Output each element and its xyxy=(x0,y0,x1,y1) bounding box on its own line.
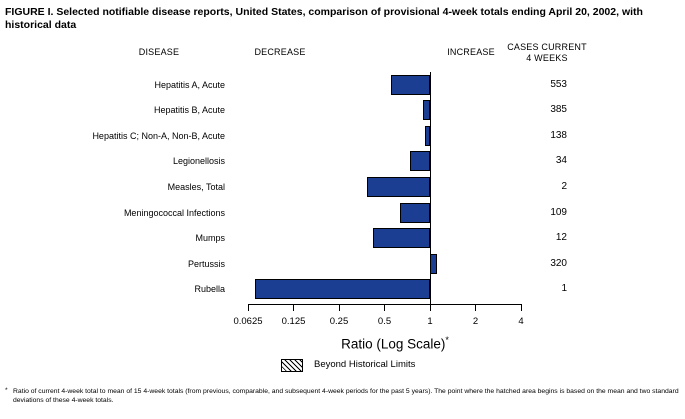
axis-tick xyxy=(293,304,294,311)
baseline-ratio-1-line xyxy=(429,72,431,304)
disease-label: Mumps xyxy=(195,233,225,244)
disease-label: Pertussis xyxy=(187,258,225,269)
disease-label: Hepatitis A, Acute xyxy=(154,79,225,90)
cases-value: 109 xyxy=(550,206,567,218)
axis-tick-label: 1 xyxy=(427,316,433,327)
ratio-bar xyxy=(424,125,430,146)
axis-tick xyxy=(520,304,522,311)
axis-tick xyxy=(247,304,249,311)
ratio-bar xyxy=(423,100,430,121)
axis-tick-label: 0.125 xyxy=(281,316,306,327)
column-header-decrease: DECREASE xyxy=(254,47,306,57)
ratio-bar xyxy=(366,176,430,197)
disease-label: Meningococcal Infections xyxy=(123,207,225,218)
legend-label: Beyond Historical Limits xyxy=(314,359,416,370)
disease-label: Rubella xyxy=(194,284,225,295)
x-axis-title-footnote-marker: * xyxy=(445,335,449,345)
cases-value: 138 xyxy=(550,129,567,141)
ratio-bar xyxy=(410,151,430,172)
ratio-bar xyxy=(373,228,430,249)
ratio-bar xyxy=(390,74,430,95)
ratio-bar xyxy=(430,253,438,274)
figure-title: FIGURE I. Selected notifiable disease re… xyxy=(5,6,643,31)
column-header-disease: DISEASE xyxy=(138,47,180,57)
cases-value: 385 xyxy=(550,104,567,116)
legend-hatched-swatch xyxy=(281,359,303,372)
axis-tick xyxy=(384,304,385,311)
cases-value: 34 xyxy=(555,155,567,167)
disease-label: Hepatitis C; Non-A, Non-B, Acute xyxy=(92,130,225,141)
disease-label: Legionellosis xyxy=(172,156,225,167)
column-header-cases-line1: CASES CURRENT xyxy=(507,42,587,52)
cases-value: 2 xyxy=(561,180,567,192)
axis-tick xyxy=(338,304,340,311)
cases-value: 1 xyxy=(561,283,567,295)
ratio-bar xyxy=(399,202,430,223)
axis-tick-label: 0.25 xyxy=(329,316,349,327)
column-header-cases: CASES CURRENT 4 WEEKS xyxy=(492,42,602,64)
disease-label: Measles, Total xyxy=(167,181,225,192)
axis-tick xyxy=(429,304,431,311)
ratio-bar xyxy=(255,279,430,300)
axis-tick-label: 0.0625 xyxy=(233,316,263,327)
axis-tick xyxy=(475,304,476,311)
cases-value: 320 xyxy=(550,257,567,269)
axis-tick-label: 4 xyxy=(518,316,524,327)
disease-label: Hepatitis B, Acute xyxy=(153,105,225,116)
footnote-text: Ratio of current 4-week total to mean of… xyxy=(13,388,679,404)
x-axis-title: Ratio (Log Scale)* xyxy=(258,335,532,352)
axis-tick-label: 0.5 xyxy=(377,316,392,327)
cases-value: 12 xyxy=(555,232,567,244)
footnote-marker: * xyxy=(5,387,8,394)
x-axis-title-text: Ratio (Log Scale) xyxy=(341,336,446,352)
footnote: * Ratio of current 4-week total to mean … xyxy=(5,387,681,405)
column-header-cases-line2: 4 WEEKS xyxy=(526,53,568,63)
cases-value: 553 xyxy=(550,78,567,90)
axis-tick-label: 2 xyxy=(472,316,479,327)
column-header-increase: INCREASE xyxy=(447,47,495,57)
